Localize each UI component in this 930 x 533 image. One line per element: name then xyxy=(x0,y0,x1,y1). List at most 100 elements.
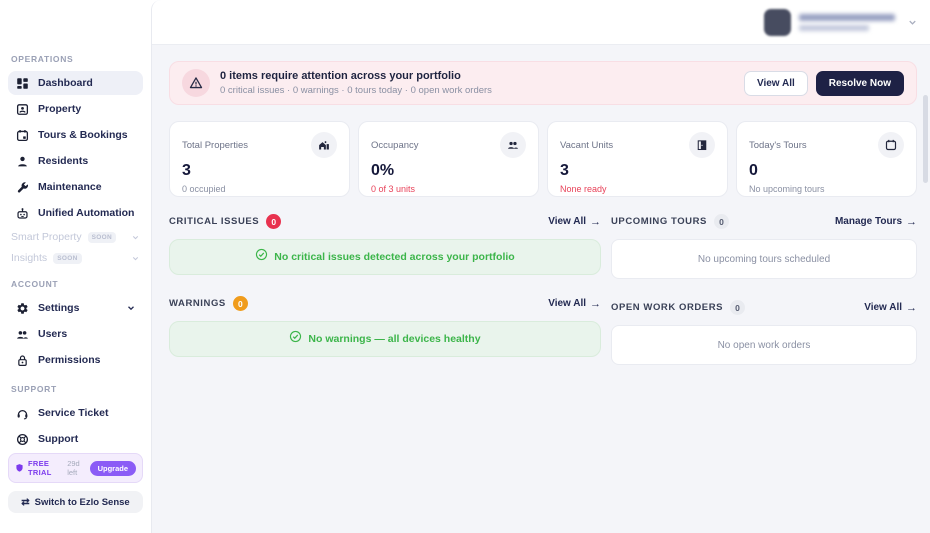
link-label: Manage Tours xyxy=(834,216,902,227)
wrench-icon xyxy=(15,180,29,194)
section-label-account: ACCOUNT xyxy=(11,279,59,289)
resolve-now-button[interactable]: Resolve Now xyxy=(815,70,904,96)
chevron-down-icon xyxy=(131,233,140,242)
sidebar-item-service-ticket[interactable]: Service Ticket xyxy=(8,401,143,425)
section-label-operations: OPERATIONS xyxy=(11,54,74,64)
stats-row: Total Properties 3 0 occupied Occupancy … xyxy=(169,121,917,197)
stat-sub: No upcoming tours xyxy=(749,184,825,194)
sections-grid: CRITICAL ISSUES 0 View All → No critical… xyxy=(169,214,917,365)
sidebar-item-maintenance[interactable]: Maintenance xyxy=(8,175,143,199)
user-menu[interactable] xyxy=(764,8,918,36)
life-ring-icon xyxy=(15,432,29,446)
arrow-right-icon: → xyxy=(590,215,601,228)
sidebar-item-users[interactable]: Users xyxy=(8,322,143,346)
stat-card-vacant-units: Vacant Units 3 None ready xyxy=(547,121,728,197)
soon-badge: SOON xyxy=(87,231,117,243)
stat-sub: 0 occupied xyxy=(182,184,226,194)
vertical-scrollbar-thumb[interactable] xyxy=(923,95,928,183)
section-title: OPEN WORK ORDERS xyxy=(611,302,724,313)
arrow-right-icon: → xyxy=(906,301,917,314)
sidebar-item-label: Permissions xyxy=(38,354,101,366)
stat-card-occupancy: Occupancy 0% 0 of 3 units xyxy=(358,121,539,197)
sidebar-item-permissions[interactable]: Permissions xyxy=(8,348,143,372)
warnings-count-badge: 0 xyxy=(232,296,248,311)
free-trial-label: FREE TRIAL xyxy=(28,459,52,477)
view-all-button[interactable]: View All xyxy=(743,70,808,96)
work-orders-empty-state: No open work orders xyxy=(611,325,917,365)
warnings-header: WARNINGS 0 View All → xyxy=(169,296,601,311)
tours-count-badge: 0 xyxy=(713,214,729,229)
dashboard-content: 0 items require attention across your po… xyxy=(152,45,930,533)
stat-value: 0% xyxy=(371,162,395,179)
stat-title: Occupancy xyxy=(371,139,419,151)
chevron-down-icon xyxy=(126,303,136,313)
upcoming-tours-header: UPCOMING TOURS 0 Manage Tours → xyxy=(611,214,917,229)
people-icon xyxy=(500,132,526,158)
sidebar-item-settings[interactable]: Settings xyxy=(8,296,143,320)
sidebar-item-label: Settings xyxy=(38,302,80,314)
critical-count-badge: 0 xyxy=(266,214,282,229)
check-circle-icon xyxy=(289,330,302,348)
stat-value: 0 xyxy=(749,162,758,179)
topbar xyxy=(152,0,930,45)
chevron-down-icon xyxy=(131,254,140,263)
users-icon xyxy=(15,327,29,341)
sidebar-item-residents[interactable]: Residents xyxy=(8,149,143,173)
stat-value: 3 xyxy=(560,162,569,179)
sidebar-item-label: Tours & Bookings xyxy=(38,129,128,141)
link-label: View All xyxy=(864,302,902,313)
switch-button-label: Switch to Ezlo Sense xyxy=(34,496,130,508)
person-icon xyxy=(15,154,29,168)
section-title: CRITICAL ISSUES xyxy=(169,216,260,227)
building-icon xyxy=(311,132,337,158)
shield-icon xyxy=(15,463,24,473)
upcoming-tours-empty-state: No upcoming tours scheduled xyxy=(611,239,917,279)
lock-icon xyxy=(15,353,29,367)
sidebar: OPERATIONS Dashboard Property Tours & Bo… xyxy=(0,0,151,533)
stat-title: Total Properties xyxy=(182,139,249,151)
empty-state-text: No critical issues detected across your … xyxy=(274,251,515,263)
work-orders-view-all-link[interactable]: View All → xyxy=(864,302,917,314)
gear-icon xyxy=(15,301,29,315)
section-label-support: SUPPORT xyxy=(11,384,57,394)
warning-triangle-icon xyxy=(182,69,210,97)
sidebar-item-dashboard[interactable]: Dashboard xyxy=(8,71,143,95)
link-label: View All xyxy=(548,216,586,227)
sidebar-item-unified-automation[interactable]: Unified Automation xyxy=(8,201,143,225)
empty-state-text: No upcoming tours scheduled xyxy=(697,253,831,265)
work-orders-header: OPEN WORK ORDERS 0 View All → xyxy=(611,300,917,315)
stat-sub: None ready xyxy=(560,184,607,194)
upgrade-button[interactable]: Upgrade xyxy=(89,460,136,476)
user-name-redacted xyxy=(799,13,895,31)
sidebar-item-support[interactable]: Support xyxy=(8,427,143,451)
sidebar-item-label: Smart Property xyxy=(11,231,82,243)
section-title: WARNINGS xyxy=(169,298,226,309)
sidebar-item-insights[interactable]: Insights SOON xyxy=(8,248,143,268)
swap-arrows-icon: ⇄ xyxy=(21,496,30,508)
sidebar-item-property[interactable]: Property xyxy=(8,97,143,121)
sidebar-item-label: Maintenance xyxy=(38,181,102,193)
manage-tours-link[interactable]: Manage Tours → xyxy=(835,216,917,228)
warnings-view-all-link[interactable]: View All → xyxy=(548,298,601,310)
free-trial-banner[interactable]: FREE TRIAL 29d left Upgrade xyxy=(8,453,143,483)
headset-icon xyxy=(15,406,29,420)
right-column: UPCOMING TOURS 0 Manage Tours → No upcom… xyxy=(611,214,917,365)
section-title: UPCOMING TOURS xyxy=(611,216,707,227)
sidebar-item-smart-property[interactable]: Smart Property SOON xyxy=(8,227,143,247)
critical-view-all-link[interactable]: View All → xyxy=(548,216,601,228)
work-orders-count-badge: 0 xyxy=(730,300,746,315)
switch-to-ezlo-sense-button[interactable]: ⇄ Switch to Ezlo Sense xyxy=(8,491,143,513)
left-column: CRITICAL ISSUES 0 View All → No critical… xyxy=(169,214,601,365)
chevron-down-icon xyxy=(907,17,918,28)
critical-issues-empty-state: No critical issues detected across your … xyxy=(169,239,601,275)
sidebar-item-label: Insights xyxy=(11,252,48,264)
link-label: View All xyxy=(548,298,586,309)
empty-state-text: No open work orders xyxy=(717,339,811,351)
soon-badge: SOON xyxy=(53,252,82,264)
arrow-right-icon: → xyxy=(590,297,601,310)
sidebar-item-label: Support xyxy=(38,433,79,445)
arrow-right-icon: → xyxy=(906,215,917,228)
sidebar-item-tours-bookings[interactable]: Tours & Bookings xyxy=(8,123,143,147)
stat-title: Vacant Units xyxy=(560,139,614,151)
sidebar-bottom: FREE TRIAL 29d left Upgrade ⇄ Switch to … xyxy=(8,453,143,513)
